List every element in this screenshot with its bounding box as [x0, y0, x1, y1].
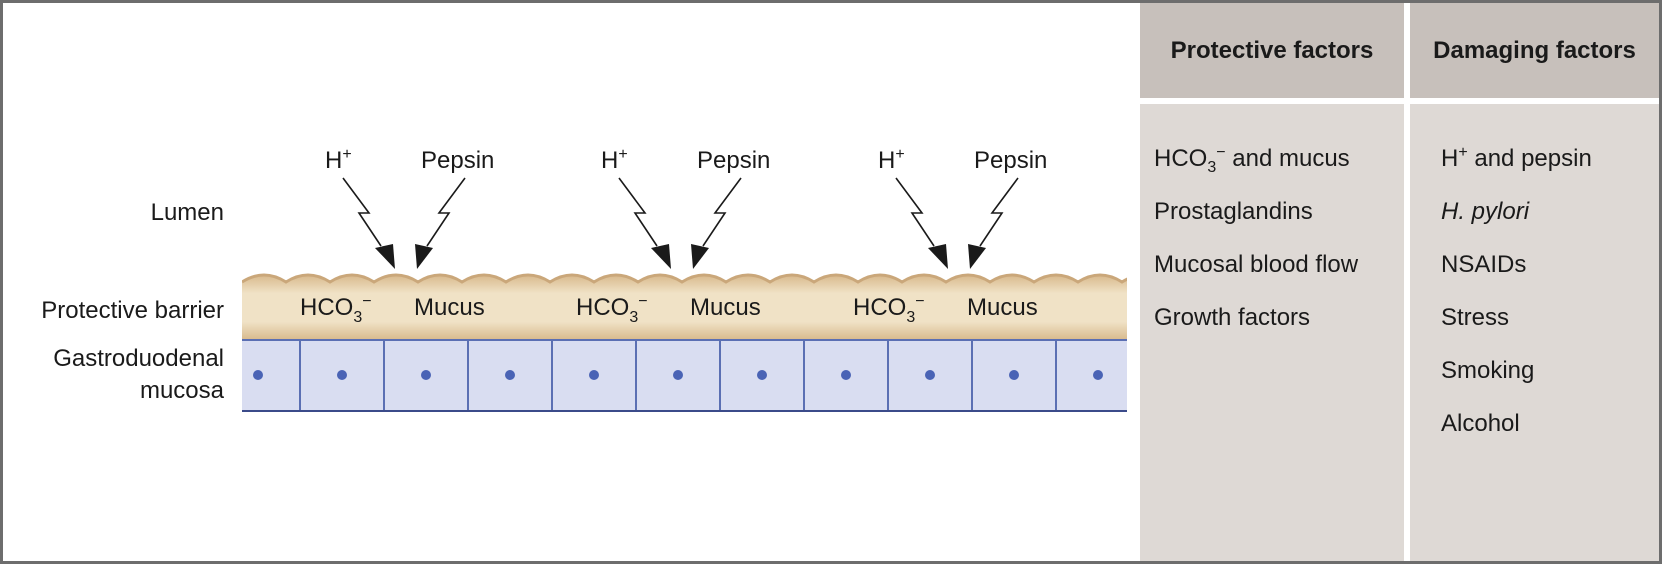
- attack-group: H+ Pepsin HCO3− Mucus: [300, 146, 494, 326]
- h-ion-label: H+: [325, 146, 352, 174]
- factor-item: H+ and pepsin: [1441, 144, 1592, 173]
- mucosa-label-line1: Gastroduodenal: [53, 345, 224, 372]
- cell-nucleus: [1093, 370, 1103, 380]
- h-ion-label: H+: [601, 146, 628, 174]
- mucus-label: Mucus: [414, 294, 485, 321]
- epithelial-cell: [242, 339, 301, 412]
- factor-item: Mucosal blood flow: [1154, 251, 1359, 278]
- bicarbonate-label: HCO3−: [576, 293, 648, 326]
- attack-group: H+ Pepsin HCO3− Mucus: [853, 146, 1047, 326]
- pepsin-arrowhead: [415, 244, 433, 269]
- h-ion-arrowhead: [651, 244, 671, 269]
- attack-group: H+ Pepsin HCO3− Mucus: [576, 146, 770, 326]
- cell-nucleus: [841, 370, 851, 380]
- h-ion-arrow-bolt: [618, 177, 658, 247]
- h-ion-label: H+: [878, 146, 905, 174]
- epithelial-cell: [1055, 339, 1127, 412]
- cell-nucleus: [337, 370, 347, 380]
- pepsin-arrow-bolt: [702, 177, 742, 247]
- cell-nucleus: [757, 370, 767, 380]
- column-separator: [1404, 3, 1410, 561]
- pepsin-label: Pepsin: [421, 147, 494, 174]
- epithelial-cell-row: [242, 339, 1127, 412]
- damaging-factors-list: H+ and pepsin H. pylori NSAIDs Stress Smokin…: [1410, 104, 1659, 462]
- damaging-factors-column: Damaging factors H+ and pepsin H. pylori N…: [1410, 3, 1659, 561]
- cell-nucleus: [421, 370, 431, 380]
- protective-barrier-label: Protective barrier: [41, 297, 224, 324]
- factor-item: Alcohol: [1441, 410, 1520, 437]
- pepsin-arrowhead: [691, 244, 709, 269]
- factor-item: Stress: [1441, 304, 1510, 331]
- factor-item: HCO3− and mucus: [1154, 144, 1350, 176]
- mucus-label: Mucus: [690, 294, 761, 321]
- damaging-factors-header: Damaging factors: [1410, 3, 1659, 98]
- cell-nucleus: [925, 370, 935, 380]
- protective-factors-list: HCO3− and mucus Prostaglandins Mucosal blo…: [1140, 104, 1404, 356]
- header-divider: [1140, 98, 1404, 104]
- mucus-label: Mucus: [967, 294, 1038, 321]
- h-ion-arrowhead: [375, 244, 395, 269]
- pepsin-arrowhead: [968, 244, 986, 269]
- factor-item: Growth factors: [1154, 304, 1311, 331]
- cell-nucleus: [505, 370, 515, 380]
- mucosa-label-line2: mucosa: [140, 377, 225, 404]
- protective-barrier-layer: [242, 275, 1127, 340]
- factor-item: NSAIDs: [1441, 251, 1527, 278]
- factor-item: Prostaglandins: [1154, 198, 1313, 225]
- header-divider: [1410, 98, 1659, 104]
- mucosa-diagram: Lumen Protective barrier Gastroduodenal …: [41, 146, 1127, 412]
- h-ion-arrow-bolt: [342, 177, 382, 247]
- pepsin-arrow-bolt: [426, 177, 466, 247]
- cell-nucleus: [253, 370, 263, 380]
- cell-nucleus: [1009, 370, 1019, 380]
- h-ion-arrow-bolt: [895, 177, 935, 247]
- protective-factors-header: Protective factors: [1140, 3, 1404, 98]
- cell-nucleus: [673, 370, 683, 380]
- h-ion-arrowhead: [928, 244, 948, 269]
- pepsin-arrow-bolt: [979, 177, 1019, 247]
- lumen-label: Lumen: [151, 199, 224, 226]
- pepsin-label: Pepsin: [697, 147, 770, 174]
- barrier-top-edge: [242, 273, 1127, 284]
- bicarbonate-label: HCO3−: [300, 293, 372, 326]
- factor-item: H. pylori: [1441, 198, 1530, 225]
- tissue-layers: [242, 273, 1127, 412]
- cell-nucleus: [589, 370, 599, 380]
- protective-factors-column: Protective factors HCO3− and mucus Prosta…: [1140, 3, 1404, 561]
- attack-groups: H+ Pepsin HCO3− Mucus H+ Pepsin HCO3− Mucus H+ Pe…: [300, 146, 1047, 326]
- bicarbonate-label: HCO3−: [853, 293, 925, 326]
- factor-item: Smoking: [1441, 357, 1535, 384]
- pepsin-label: Pepsin: [974, 147, 1047, 174]
